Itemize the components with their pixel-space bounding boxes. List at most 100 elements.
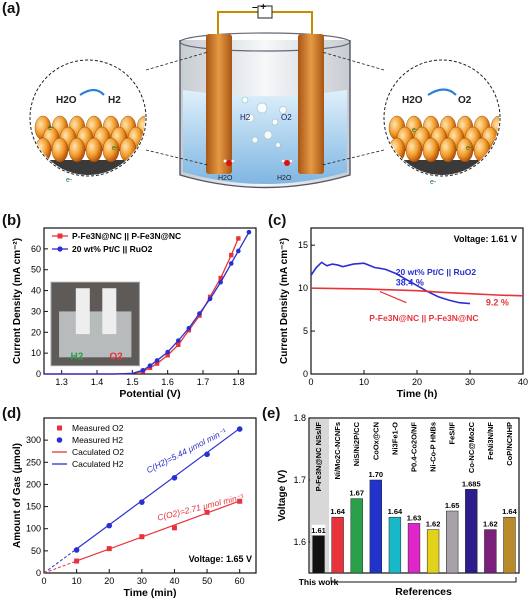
catalyst-particle bbox=[405, 137, 423, 163]
chart-c-series-line bbox=[310, 287, 524, 297]
chart-b-point bbox=[218, 275, 223, 281]
chart-e-value-label: 1.62 bbox=[426, 520, 441, 529]
chart-e-category-label: P-Fe3N@NC NSs/IF bbox=[314, 422, 323, 492]
chart-b-point bbox=[165, 353, 170, 358]
chart-d-point-h2 bbox=[171, 474, 178, 481]
beaker-h2o-left: H2O bbox=[218, 175, 233, 182]
chart-b-series-line bbox=[44, 231, 250, 375]
catalyst-particle bbox=[422, 137, 440, 163]
chart-b-y-tick-label: 50 bbox=[31, 265, 41, 275]
chart-d-point-o2 bbox=[204, 509, 210, 515]
left-zoom-h2o: H2O bbox=[56, 95, 77, 106]
chart-e-bar bbox=[446, 510, 459, 574]
chart-e-y-tick-label: 1.6 bbox=[293, 537, 306, 547]
chart-c-series-label: P-Fe3N@NC || P-Fe3N@NC bbox=[369, 313, 478, 323]
right-zoom-circle bbox=[383, 59, 501, 177]
chart-e-value-bg bbox=[330, 506, 345, 517]
chart-d-y-tick-label: 250 bbox=[26, 457, 41, 467]
chart-d-y-tick-label: 0 bbox=[36, 568, 41, 578]
battery-sign: – + bbox=[252, 2, 266, 13]
chart-c-x-tick-label: 40 bbox=[518, 377, 528, 387]
right-zoom-arrow bbox=[427, 88, 457, 96]
chart-e-value-label: 1.62 bbox=[483, 520, 498, 529]
chart-e-bar bbox=[407, 523, 421, 574]
chart-d-legend-label: Measured H2 bbox=[72, 435, 123, 445]
chart-c-retention-label: 38.4 % bbox=[396, 278, 424, 288]
catalyst-particle bbox=[144, 126, 145, 152]
chart-e-category-label: CoOx@CN bbox=[371, 422, 380, 460]
chart-d-point-o2 bbox=[237, 498, 243, 504]
svg-text:e-: e- bbox=[466, 145, 473, 152]
chart-b-polarization: 1.3 1.4 1.5 1.6 1.7 1.8 0 10 20 30 40 50 60 Potential… bbox=[12, 227, 257, 400]
chart-d-point-o2 bbox=[139, 534, 145, 540]
chart-d-point-h2 bbox=[236, 426, 243, 432]
chart-e-value-bg bbox=[502, 506, 517, 517]
panel-label-c: (c) bbox=[268, 212, 287, 229]
catalyst-particle bbox=[68, 137, 86, 163]
chart-d-rate-o2: C(O2)=2.71 μmol min⁻¹ bbox=[156, 491, 245, 522]
chart-b-point bbox=[246, 229, 252, 235]
chart-d-y-axis-label: Amount of Gas (μmol) bbox=[12, 443, 23, 548]
chart-b-legend-marker bbox=[57, 233, 63, 239]
catalyst-particle bbox=[388, 137, 406, 163]
catalyst-particle bbox=[102, 137, 120, 163]
chart-b-x-tick-label: 1.8 bbox=[232, 377, 245, 387]
chart-e-category-label: FeNi3N/NF bbox=[486, 422, 495, 460]
chart-e-category-label: Ni3Fe1-O bbox=[390, 422, 399, 455]
chart-e-bar bbox=[331, 516, 344, 574]
chart-d-point-h2 bbox=[204, 451, 210, 458]
chart-d-legend-label: Caculated H2 bbox=[72, 459, 124, 469]
catalyst-particle bbox=[498, 126, 499, 152]
chart-e-bar bbox=[465, 489, 478, 574]
chart-d-x-tick-label: 60 bbox=[235, 576, 245, 586]
chart-c-retention-label: 9.2 % bbox=[486, 297, 509, 307]
catalyst-particle bbox=[85, 137, 103, 163]
chart-b-point bbox=[140, 367, 146, 373]
chart-d-point-o2 bbox=[171, 525, 177, 531]
chart-e-bar bbox=[426, 529, 440, 574]
chart-b-y-tick-label: 60 bbox=[31, 244, 41, 254]
chart-e-bar bbox=[350, 498, 363, 574]
chart-c-x-tick-label: 10 bbox=[359, 377, 369, 387]
chart-c-x-tick-label: 0 bbox=[308, 377, 313, 387]
chart-b-y-tick-label: 30 bbox=[31, 306, 41, 316]
chart-b-x-axis-label: Potential (V) bbox=[119, 388, 180, 400]
chart-c-y-tick-label: 5 bbox=[303, 326, 308, 336]
panel-label-d: (d) bbox=[2, 405, 22, 422]
chart-e-category-label: FeS/IF bbox=[448, 422, 457, 445]
chart-d-point-o2 bbox=[106, 546, 112, 552]
chart-e-category-label: Ni-Co-P HNBs bbox=[429, 422, 438, 472]
chart-e-value-label: 1.67 bbox=[349, 489, 364, 498]
chart-e-bar bbox=[484, 529, 497, 574]
chart-d-point-h2 bbox=[139, 499, 145, 505]
chart-e-references-bracket bbox=[330, 577, 517, 583]
chart-b-point bbox=[207, 296, 213, 302]
chart-b-point bbox=[218, 279, 223, 285]
chart-b-x-tick-label: 1.5 bbox=[126, 377, 139, 387]
chart-d-x-tick-label: 40 bbox=[169, 576, 179, 586]
chart-c-x-tick-label: 30 bbox=[465, 377, 475, 387]
chart-e-x-axis-label: References bbox=[395, 586, 452, 598]
chart-c-series-line bbox=[310, 261, 471, 305]
chart-d-gas-evolution: 0 10 20 30 40 50 60 0 50 100 150 200 250 300 Time (min… bbox=[12, 417, 257, 599]
chart-c-y-axis-label: Current Density (mA cm⁻²) bbox=[279, 238, 290, 364]
chart-b-inset-electrode-left bbox=[75, 288, 90, 335]
chart-e-value-label: 1.70 bbox=[369, 470, 384, 479]
left-zoom-circle bbox=[29, 59, 147, 177]
chart-d-x-axis-label: Time (min) bbox=[124, 587, 177, 599]
chart-e-bar bbox=[369, 479, 382, 574]
chart-b-x-tick-label: 1.3 bbox=[55, 377, 68, 387]
chart-b-inset-cell bbox=[59, 311, 132, 358]
chart-d-fit-h2 bbox=[76, 427, 241, 550]
chart-c-y-tick-label: 10 bbox=[298, 283, 308, 293]
chart-b-y-tick-label: 20 bbox=[31, 327, 41, 337]
svg-text:e-: e- bbox=[430, 179, 437, 186]
catalyst-particle bbox=[456, 137, 474, 163]
catalyst-particle bbox=[490, 137, 499, 163]
chart-e-value-bg bbox=[349, 487, 364, 498]
chart-d-legend-marker bbox=[56, 437, 63, 443]
panel-label-b: (b) bbox=[2, 212, 22, 229]
electron-markers: e- e- e- e- e- e- bbox=[48, 125, 473, 186]
chart-e-bar bbox=[388, 516, 402, 574]
chart-e-category-label: Co-NC@Mo2C bbox=[467, 421, 476, 473]
